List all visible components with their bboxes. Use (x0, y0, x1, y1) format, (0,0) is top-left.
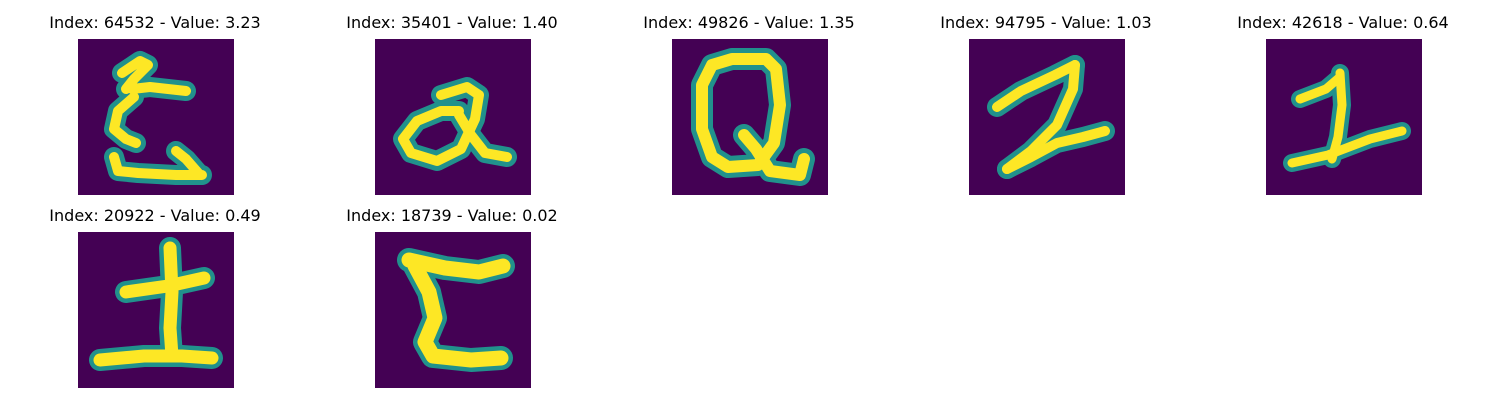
handwritten-glyph-strokes (691, 48, 815, 186)
handwritten-glyph-strokes (1283, 64, 1411, 172)
panel-title: Index: 42618 - Value: 0.64 (1237, 13, 1449, 32)
handwritten-sample-image (375, 232, 531, 388)
sample-panel: Index: 20922 - Value: 0.49 (25, 205, 285, 395)
handwritten-sample-image (672, 39, 828, 195)
panel-title: Index: 18739 - Value: 0.02 (346, 206, 558, 225)
handwritten-sample-image (969, 39, 1125, 195)
handwritten-glyph-strokes (104, 51, 212, 185)
handwritten-sample-image (1266, 39, 1422, 195)
handwritten-sample-image (375, 39, 531, 195)
panel-title: Index: 64532 - Value: 3.23 (49, 13, 261, 32)
sample-panel: Index: 42618 - Value: 0.64 (1213, 12, 1473, 202)
panel-title: Index: 94795 - Value: 1.03 (940, 13, 1152, 32)
handwritten-glyph-strokes (987, 55, 1115, 179)
sample-panel: Index: 18739 - Value: 0.02 (322, 205, 582, 395)
panel-title: Index: 49826 - Value: 1.35 (643, 13, 855, 32)
sample-panel: Index: 49826 - Value: 1.35 (619, 12, 879, 202)
handwritten-sample-image (78, 39, 234, 195)
sample-panel: Index: 35401 - Value: 1.40 (322, 12, 582, 202)
panel-title: Index: 20922 - Value: 0.49 (49, 206, 261, 225)
sample-panel: Index: 64532 - Value: 3.23 (25, 12, 285, 202)
handwritten-glyph-strokes (89, 237, 223, 371)
handwritten-glyph-strokes (397, 248, 515, 372)
sample-panel: Index: 94795 - Value: 1.03 (916, 12, 1176, 202)
panel-title: Index: 35401 - Value: 1.40 (346, 13, 558, 32)
handwritten-glyph-strokes (393, 77, 517, 171)
handwritten-sample-image (78, 232, 234, 388)
